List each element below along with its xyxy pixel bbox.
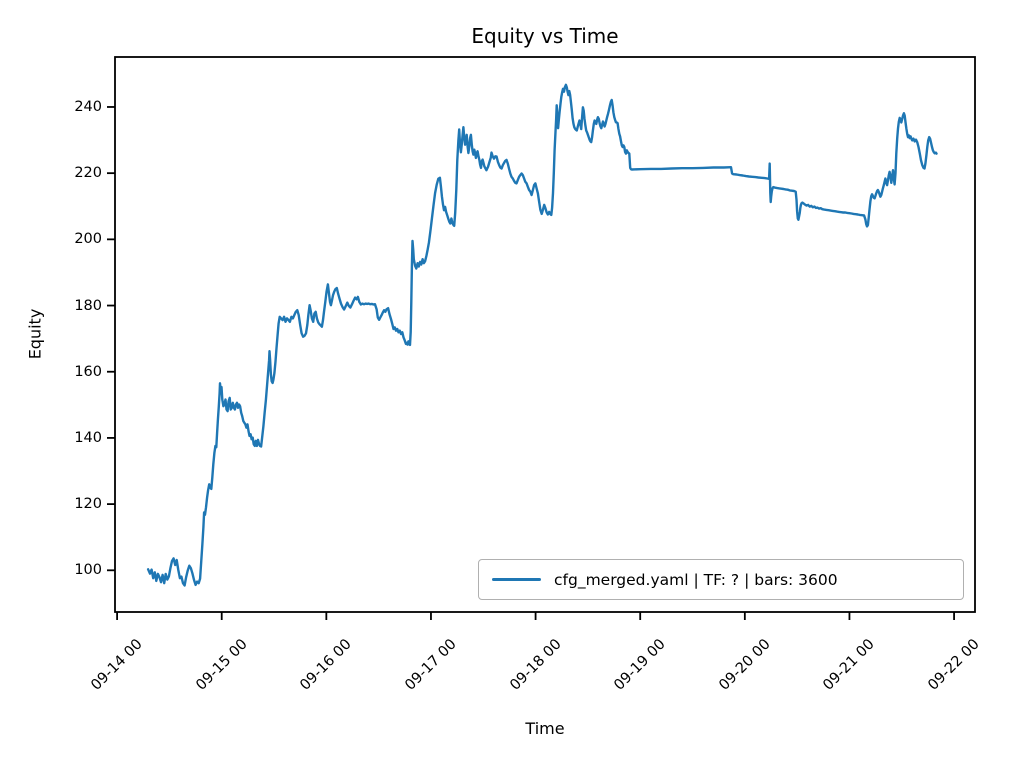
y-tick-label: 200 bbox=[74, 231, 102, 248]
plot-border bbox=[114, 56, 976, 613]
y-tick-label: 160 bbox=[74, 363, 102, 380]
chart-title: Equity vs Time bbox=[471, 24, 619, 48]
y-axis-label: Equity bbox=[25, 308, 45, 360]
legend-line-sample bbox=[492, 578, 541, 581]
x-axis-label: Time bbox=[525, 719, 565, 738]
y-tick-label: 140 bbox=[74, 429, 102, 446]
y-tick-label: 220 bbox=[74, 165, 102, 182]
y-tick-label: 100 bbox=[74, 562, 102, 579]
y-tick-label: 240 bbox=[74, 98, 102, 115]
legend: cfg_merged.yaml | TF: ? | bars: 3600 bbox=[478, 559, 964, 600]
y-tick-label: 180 bbox=[74, 297, 102, 314]
equity-line bbox=[146, 83, 938, 587]
y-tick-label: 120 bbox=[74, 496, 102, 513]
legend-label: cfg_merged.yaml | TF: ? | bars: 3600 bbox=[554, 570, 838, 589]
